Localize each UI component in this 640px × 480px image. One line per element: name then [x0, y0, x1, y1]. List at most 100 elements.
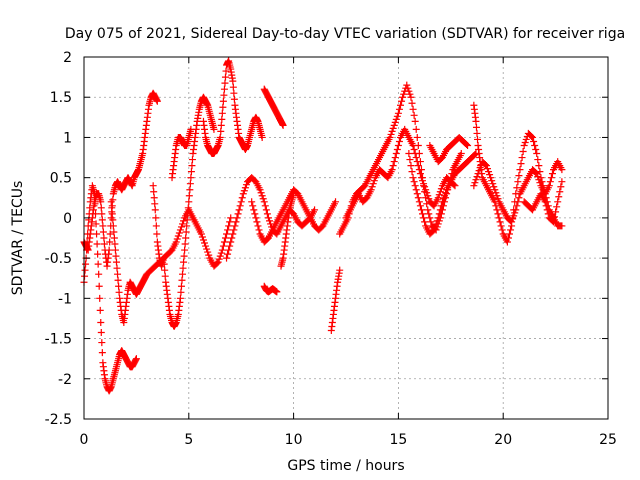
data-point [178, 276, 186, 284]
y-axis-title: SDTVAR / TECUs [10, 181, 26, 296]
data-point [414, 194, 422, 202]
x-tick-label: 10 [285, 432, 303, 448]
data-point [180, 258, 188, 266]
series-track-n [342, 125, 459, 222]
data-point [197, 230, 205, 238]
data-point [218, 246, 226, 254]
data-point [181, 246, 189, 254]
data-point [419, 210, 427, 218]
data-point [184, 204, 192, 212]
data-point [199, 236, 207, 244]
data-point [392, 150, 400, 158]
y-tick-label: -0.5 [45, 251, 72, 267]
data-point [439, 195, 447, 203]
data-point [114, 276, 122, 284]
data-point [494, 195, 502, 203]
data-point [472, 123, 480, 131]
data-point [427, 218, 435, 226]
data-point [237, 198, 245, 206]
data-point [532, 146, 540, 154]
data-point [487, 174, 495, 182]
data-point [179, 264, 187, 272]
data-point [96, 294, 104, 302]
data-point [218, 115, 226, 123]
data-point [555, 193, 563, 201]
data-point [257, 189, 265, 197]
data-point [259, 195, 267, 203]
data-point [188, 162, 196, 170]
data-point [551, 213, 559, 221]
data-point [507, 226, 515, 234]
data-point [492, 189, 500, 197]
x-tick-label: 15 [389, 432, 407, 448]
data-point [224, 226, 232, 234]
data-point [390, 121, 398, 129]
data-point [411, 150, 419, 158]
data-point [475, 167, 483, 175]
data-point [229, 230, 237, 238]
data-point [249, 202, 257, 210]
data-point [108, 210, 116, 218]
data-point [415, 166, 423, 174]
data-point [179, 270, 187, 278]
data-point [463, 140, 471, 148]
data-point [185, 198, 193, 206]
data-point [220, 238, 228, 246]
y-tick-label: -1.5 [45, 332, 72, 348]
data-point [414, 162, 422, 170]
data-point [430, 226, 438, 234]
data-point [256, 186, 264, 194]
data-point [95, 282, 103, 290]
data-point [434, 194, 442, 202]
data-point [188, 156, 196, 164]
data-point [405, 87, 413, 95]
data-point [441, 192, 449, 200]
data-point [105, 246, 113, 254]
data-point [404, 84, 412, 92]
data-point [434, 214, 442, 222]
data-point [177, 288, 185, 296]
data-point [336, 266, 344, 274]
data-point [115, 282, 123, 290]
data-point [218, 109, 226, 117]
data-point [412, 186, 420, 194]
data-point [230, 226, 238, 234]
data-point [476, 164, 484, 172]
data-point [183, 222, 191, 230]
data-point [420, 214, 428, 222]
data-point [497, 222, 505, 230]
data-point [369, 180, 377, 188]
data-point [438, 198, 446, 206]
data-point [108, 204, 116, 212]
data-point [416, 202, 424, 210]
data-point [387, 130, 395, 138]
data-point [514, 178, 522, 186]
data-point [546, 178, 554, 186]
data-point [201, 239, 209, 247]
data-point [152, 214, 160, 222]
data-point [413, 190, 421, 198]
data-point [394, 141, 402, 149]
data-point [106, 238, 114, 246]
data-point [239, 190, 247, 198]
data-point [535, 162, 543, 170]
data-point [311, 206, 319, 214]
data-point [186, 186, 194, 194]
data-point [242, 181, 250, 189]
data-point [412, 125, 420, 133]
data-point [221, 234, 229, 242]
data-point [472, 117, 480, 125]
series-track-c [107, 198, 235, 326]
data-point [216, 133, 224, 141]
data-point [112, 258, 120, 266]
data-point [186, 180, 194, 188]
data-point [543, 206, 551, 214]
data-point [421, 183, 429, 191]
data-point [238, 194, 246, 202]
data-point [471, 151, 479, 159]
x-tick-labels: 0 5 10 15 20 25 [80, 432, 617, 448]
data-point [82, 260, 90, 268]
series-track-s [520, 178, 566, 226]
data-point [223, 254, 231, 262]
data-point [544, 210, 552, 218]
